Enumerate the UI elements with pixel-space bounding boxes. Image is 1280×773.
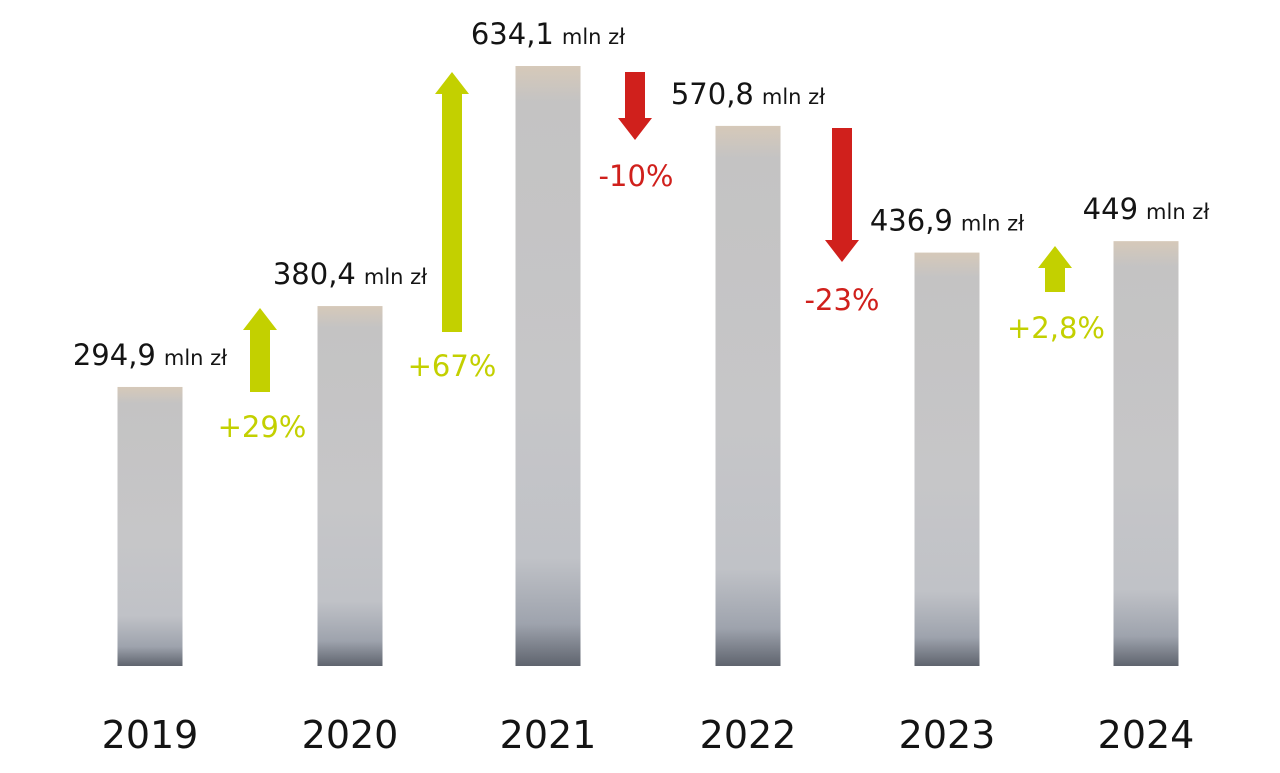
change-label-2020: +29% [218, 410, 307, 444]
bars [117, 66, 1179, 667]
change-label-2022: -10% [599, 159, 674, 193]
bar-2020 [317, 306, 383, 666]
year-label-2020: 2020 [302, 713, 399, 757]
year-label-2019: 2019 [102, 713, 199, 757]
change-label-2023: -23% [805, 283, 880, 317]
year-label-2021: 2021 [500, 713, 597, 757]
down-arrow-icon-2023 [825, 128, 859, 262]
year-label-2024: 2024 [1098, 713, 1195, 757]
up-arrow-icon-2024 [1038, 246, 1072, 292]
value-label-2022: 570,8 mln zł [671, 77, 825, 111]
down-arrow-icon-2022 [618, 72, 652, 140]
value-label-2023: 436,9 mln zł [870, 204, 1024, 238]
value-label-2019: 294,9 mln zł [73, 338, 227, 372]
value-label-2021: 634,1 mln zł [471, 17, 625, 51]
year-label-2023: 2023 [899, 713, 996, 757]
bar-2024 [1113, 241, 1179, 666]
bar-2022 [715, 125, 781, 666]
value-label-2024: 449 mln zł [1083, 192, 1210, 226]
change-arrows: +29% +67% -10% -23% +2,8% [218, 72, 1105, 444]
value-labels: 294,9 mln zł 380,4 mln zł 634,1 mln zł 570,8 ml… [73, 17, 1209, 372]
up-arrow-icon-2021 [435, 72, 469, 332]
change-label-2024: +2,8% [1007, 311, 1105, 345]
value-label-2020: 380,4 mln zł [273, 257, 427, 291]
x-axis-labels: 2019 2020 2021 2022 2023 2024 [102, 713, 1195, 757]
bar-2023 [914, 252, 980, 667]
up-arrow-icon-2020 [243, 308, 277, 392]
bar-2021 [515, 66, 581, 666]
change-label-2021: +67% [408, 349, 497, 383]
year-label-2022: 2022 [700, 713, 797, 757]
bar-2019 [117, 386, 183, 666]
